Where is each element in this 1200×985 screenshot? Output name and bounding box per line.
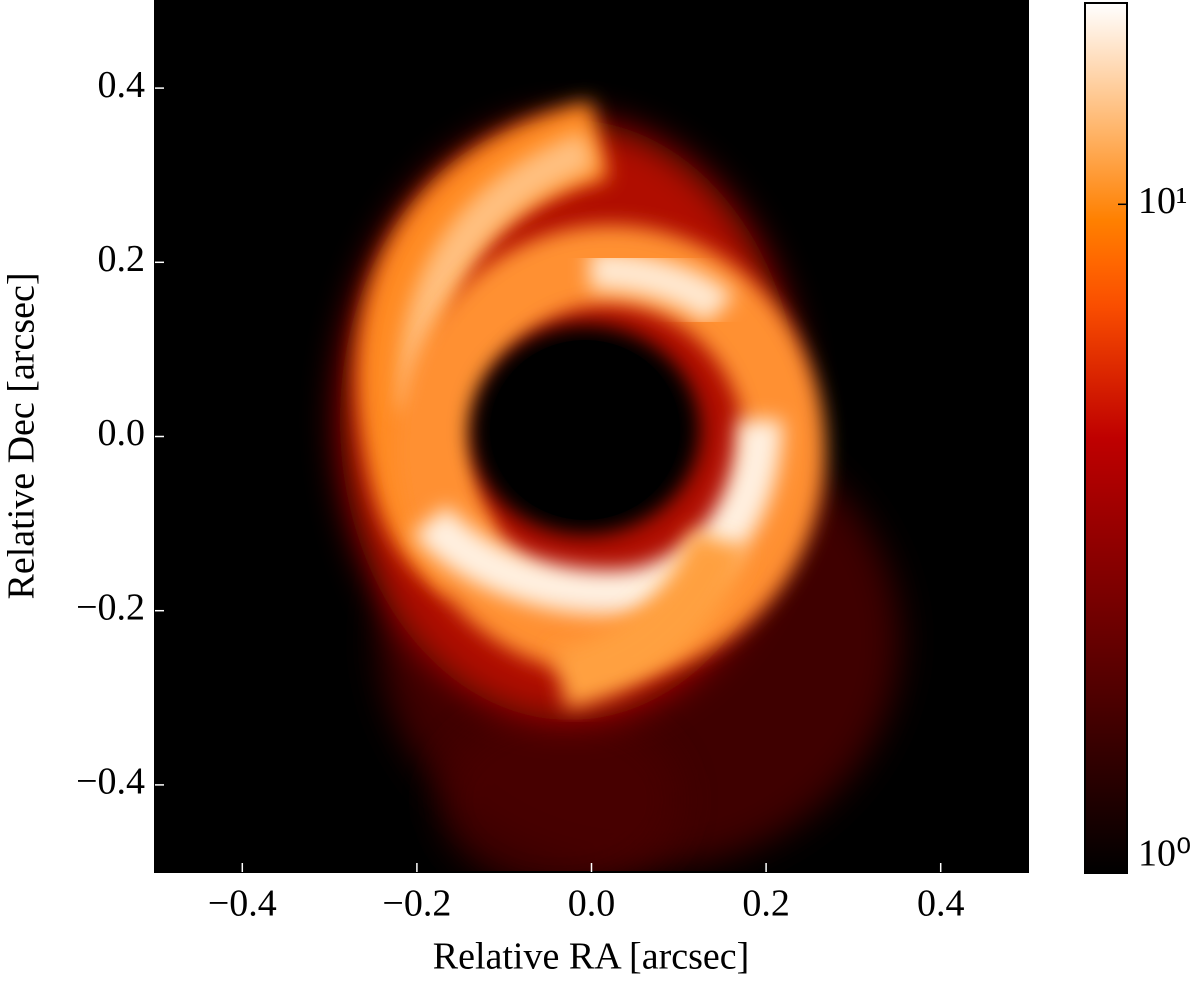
x-tick-label: 0.0 (568, 883, 616, 925)
colorbar-tick-label: 10¹ (1138, 180, 1187, 222)
y-tick-label: 0.2 (98, 238, 146, 280)
x-tick-label: 0.2 (742, 883, 790, 925)
x-tick-label: −0.2 (382, 883, 451, 925)
y-tick-label: 0.0 (98, 412, 146, 454)
y-axis-label: Relative Dec [arcsec] (1, 272, 43, 599)
colorbar-tick-label: 10⁰ (1138, 833, 1191, 875)
y-tick-label: −0.2 (76, 586, 145, 628)
colorbar (1084, 2, 1128, 874)
x-tick-label: 0.4 (917, 883, 965, 925)
x-axis-label: Relative RA [arcsec] (433, 936, 750, 978)
disk-image (155, 1, 1028, 872)
y-tick-label: −0.4 (76, 761, 145, 803)
x-tick-label: −0.4 (208, 883, 277, 925)
y-tick-label: 0.4 (98, 64, 146, 106)
